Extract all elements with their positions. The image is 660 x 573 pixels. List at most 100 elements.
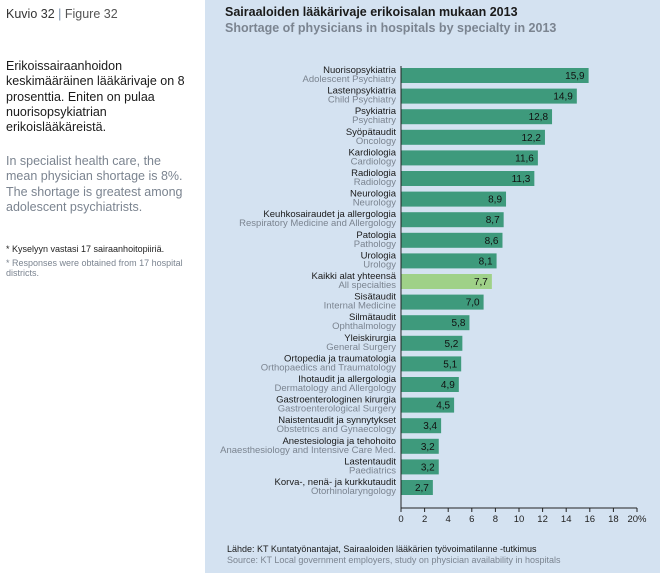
category-label-en-14: Orthopaedics and Traumatology	[261, 362, 396, 373]
category-label-en-8: Pathology	[354, 239, 397, 250]
bar-1	[401, 88, 577, 104]
x-tick-label-3: 6	[469, 514, 474, 525]
category-label-en-2: Psychiatry	[352, 115, 396, 126]
category-label-fi-13: Yleiskirurgia	[344, 333, 396, 344]
bar-value-label-6: 8,9	[488, 195, 502, 206]
x-tick-label-8: 16	[585, 514, 596, 525]
bar-value-label-14: 5,1	[443, 359, 457, 370]
category-label-en-0: Adolescent Psychiatry	[303, 74, 397, 85]
category-label-fi-7: Keuhkosairaudet ja allergologia	[263, 209, 396, 220]
category-label-fi-18: Anestesiologia ja tehohoito	[282, 436, 396, 447]
category-label-en-20: Otorhinolaryngology	[311, 486, 396, 497]
category-label-en-17: Obstetrics and Gynaecology	[277, 424, 397, 435]
category-label-fi-17: Naistentaudit ja synnytykset	[278, 415, 396, 426]
category-label-en-5: Radiology	[354, 177, 396, 188]
category-label-en-9: Urology	[363, 259, 396, 270]
x-tick-label-0: 0	[398, 514, 403, 525]
category-label-en-18: Anaesthesiology and Intensive Care Med.	[220, 445, 396, 456]
category-label-en-11: Internal Medicine	[324, 301, 396, 312]
bar-value-label-12: 5,8	[452, 318, 466, 329]
x-tick-label-10: 20%	[627, 514, 647, 525]
bar-value-label-11: 7,0	[466, 298, 480, 309]
left-text-column: Kuvio 32 | Figure 32 Erikoissairaanhoido…	[0, 0, 198, 573]
bar-value-label-20: 2,7	[415, 483, 429, 494]
bar-value-label-5: 11,3	[512, 174, 531, 185]
bar-value-label-19: 3,2	[421, 462, 435, 473]
category-label-fi-1: Lastenpsykiatria	[327, 86, 396, 97]
description-fi: Erikoissairaanhoidon keskimääräinen lääk…	[6, 59, 185, 135]
bar-value-label-16: 4,5	[436, 401, 450, 412]
x-tick-label-2: 4	[446, 514, 451, 525]
x-tick-label-6: 12	[537, 514, 548, 525]
bar-value-label-2: 12,8	[529, 112, 549, 123]
bar-value-label-9: 8,1	[479, 256, 493, 267]
bar-value-label-15: 4,9	[441, 380, 455, 391]
chart-title: Sairaaloiden lääkärivaje erikoisalan muk…	[225, 5, 518, 19]
category-label-fi-14: Ortopedia ja traumatologia	[284, 353, 397, 364]
category-label-fi-2: Psykiatria	[355, 106, 397, 117]
x-tick-label-5: 10	[514, 514, 525, 525]
category-label-fi-6: Neurologia	[350, 189, 397, 200]
category-label-en-16: Gastroenterological Surgery	[278, 404, 397, 415]
category-label-fi-8: Patologia	[356, 230, 396, 241]
x-tick-label-7: 14	[561, 514, 572, 525]
bar-4	[401, 150, 538, 166]
category-label-en-4: Cardiology	[351, 156, 397, 167]
category-label-en-7: Respiratory Medicine and Allergology	[239, 218, 396, 229]
figure-label-separator: |	[54, 7, 65, 21]
bar-value-label-8: 8,6	[485, 236, 499, 247]
category-label-fi-15: Ihotaudit ja allergologia	[298, 374, 396, 385]
category-label-en-15: Dermatology and Allergology	[275, 383, 397, 394]
bar-14	[401, 356, 462, 372]
category-label-en-6: Neurology	[353, 198, 397, 209]
bar-value-label-0: 15,9	[565, 71, 585, 82]
category-label-fi-20: Korva-, nenä- ja kurkkutaudit	[275, 477, 397, 488]
bar-0	[401, 68, 589, 83]
category-label-fi-16: Gastroenterologinen kirurgia	[276, 395, 397, 406]
x-tick-label-1: 2	[422, 514, 427, 525]
bar-7	[401, 212, 504, 228]
bar-15	[401, 377, 459, 392]
note-en: * Responses were obtained from 17 hospit…	[6, 258, 183, 278]
chart-subtitle: Shortage of physicians in hospitals by s…	[225, 21, 557, 35]
bar-value-label-7: 8,7	[486, 215, 500, 226]
bar-9	[401, 253, 497, 269]
category-label-fi-5: Radiologia	[351, 168, 397, 179]
category-label-fi-10: Kaikki alat yhteensä	[312, 271, 397, 282]
category-label-fi-3: Syöpätaudit	[346, 127, 397, 138]
category-label-fi-12: Silmätaudit	[349, 312, 396, 323]
bar-value-label-3: 12,2	[521, 133, 541, 144]
bar-13	[401, 335, 463, 351]
x-tick-label-9: 18	[608, 514, 619, 525]
category-label-en-13: General Surgery	[326, 342, 396, 353]
source-en: Source: KT Local government employers, s…	[227, 555, 561, 565]
x-tick-label-4: 8	[493, 514, 498, 525]
note-fi: * Kyselyyn vastasi 17 sairaanhoitopiiriä…	[6, 244, 165, 254]
figure-label-en: Figure 32	[64, 7, 118, 21]
bar-value-label-18: 3,2	[421, 442, 435, 453]
figure-label: Kuvio 32 | Figure 32	[6, 7, 118, 21]
bar-value-label-10: 7,7	[474, 277, 488, 288]
bar-10	[401, 274, 492, 289]
category-label-fi-4: Kardiologia	[348, 147, 396, 158]
bar-5	[401, 171, 535, 186]
category-label-en-10: All specialties	[338, 280, 396, 291]
category-label-fi-11: Sisätaudit	[354, 292, 396, 303]
bar-18	[401, 438, 439, 454]
category-label-fi-9: Urologia	[361, 250, 397, 261]
category-label-en-1: Child Psychiatry	[328, 95, 396, 106]
bar-value-label-13: 5,2	[444, 339, 458, 350]
category-label-en-3: Oncology	[356, 136, 396, 147]
description-en: In specialist health care, the mean phys…	[6, 154, 183, 214]
figure-label-fi: Kuvio 32	[6, 7, 55, 21]
category-label-en-12: Ophthalmology	[332, 321, 396, 332]
bar-12	[401, 315, 470, 331]
bar-17	[401, 418, 442, 434]
bar-6	[401, 191, 507, 207]
bar-value-label-1: 14,9	[553, 92, 573, 103]
bar-3	[401, 129, 545, 145]
bar-20	[401, 480, 433, 495]
bar-2	[401, 109, 553, 125]
category-label-en-19: Paediatrics	[349, 465, 396, 476]
bar-19	[401, 459, 439, 475]
